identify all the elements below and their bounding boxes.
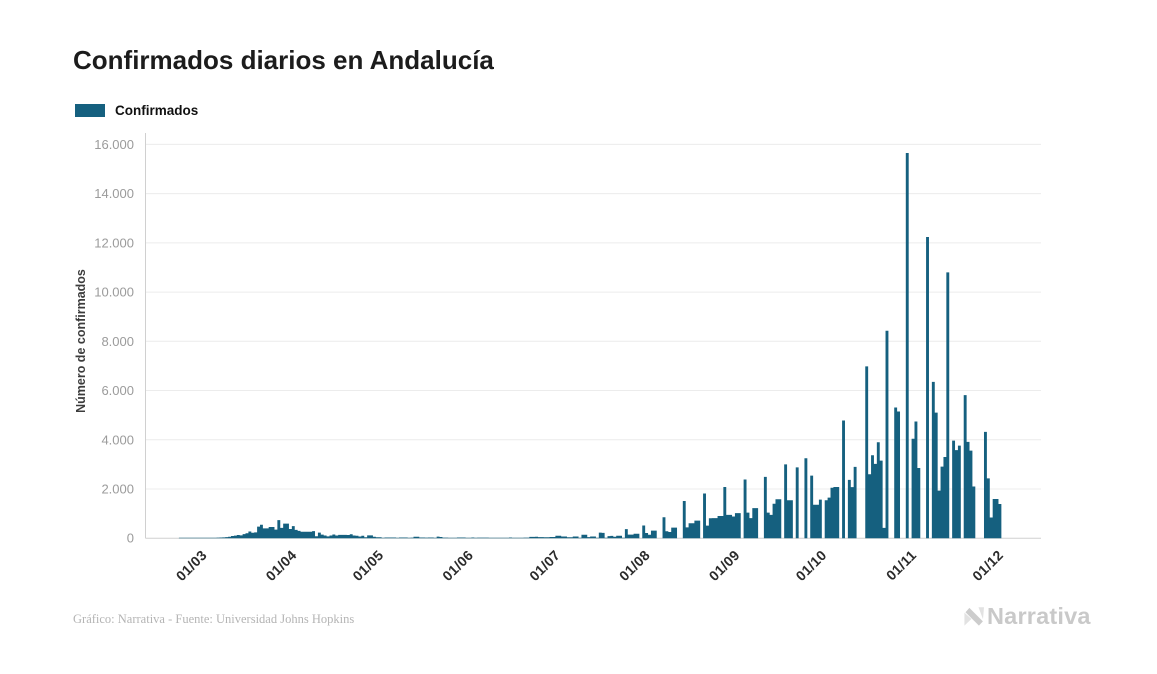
bar-run[interactable] — [682, 501, 701, 539]
bar-run[interactable] — [926, 236, 929, 539]
bar-run[interactable] — [804, 458, 808, 539]
logo-left-fold — [963, 612, 971, 626]
bar-run[interactable] — [983, 431, 1002, 539]
bar-run[interactable] — [703, 487, 741, 539]
y-tick-label: 10.000 — [94, 285, 134, 300]
bar-run[interactable] — [963, 395, 976, 539]
bar-run[interactable] — [842, 420, 845, 539]
y-tick-label: 8.000 — [101, 334, 134, 349]
x-tick-label: 01/05 — [349, 547, 386, 584]
bar-run[interactable] — [952, 440, 961, 539]
bar-run[interactable] — [905, 153, 909, 539]
y-tick-label: 16.000 — [94, 137, 134, 152]
y-tick-label: 14.000 — [94, 186, 134, 201]
chart-title: Confirmados diarios en Andalucía — [73, 45, 494, 75]
bar-run[interactable] — [642, 525, 657, 539]
x-tick-label: 01/06 — [439, 547, 476, 584]
x-tick-label: 01/12 — [969, 547, 1006, 584]
x-tick-label: 01/03 — [173, 547, 210, 584]
y-tick-label: 12.000 — [94, 235, 134, 250]
legend-label: Confirmados — [115, 103, 199, 118]
y-tick-label: 4.000 — [101, 432, 134, 447]
x-tick-label: 01/07 — [526, 547, 563, 584]
bar-run[interactable] — [865, 330, 889, 539]
logo-diagonal-ribbon — [965, 607, 983, 626]
x-tick-label: 01/08 — [616, 547, 653, 584]
x-tick-label: 01/10 — [792, 547, 829, 584]
bar-run[interactable] — [795, 467, 799, 539]
legend-swatch-confirmados — [75, 104, 105, 117]
y-tick-label: 6.000 — [101, 383, 134, 398]
bar-run[interactable] — [894, 407, 901, 539]
y-tick-label: 0 — [127, 531, 134, 546]
bar-run[interactable] — [178, 520, 640, 539]
bar-run[interactable] — [763, 476, 782, 539]
watermark-brand: Narrativa — [987, 603, 1091, 629]
bar-run[interactable] — [847, 466, 857, 539]
x-tick-label: 01/04 — [262, 547, 299, 584]
bar-run[interactable] — [911, 421, 921, 539]
bar-run[interactable] — [810, 475, 822, 539]
x-tick-label: 01/11 — [883, 547, 920, 584]
logo-right-fold — [978, 607, 984, 620]
bar-run[interactable] — [743, 479, 759, 539]
bar-run[interactable] — [931, 272, 950, 539]
bar-run[interactable] — [784, 464, 793, 539]
x-tick-label: 01/09 — [706, 547, 743, 584]
footer-credit: Gráfico: Narrativa - Fuente: Universidad… — [73, 612, 355, 626]
bar-run[interactable] — [662, 517, 678, 539]
y-tick-label: 2.000 — [101, 481, 134, 496]
narrativa-ribbon-n-icon — [963, 607, 984, 626]
bar-run[interactable] — [824, 487, 840, 539]
bar-chart-canvas: 0 2.000 4.000 6.000 8.000 10.000 12.000 14.000 1… — [94, 133, 1041, 584]
